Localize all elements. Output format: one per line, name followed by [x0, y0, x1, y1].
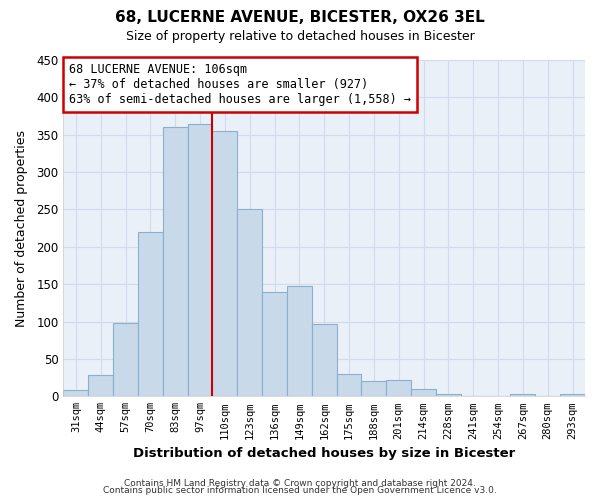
Bar [411, 389, 436, 396]
Bar [163, 128, 188, 396]
Bar [188, 124, 212, 396]
Bar [262, 292, 287, 397]
Bar [511, 394, 535, 396]
Text: 68 LUCERNE AVENUE: 106sqm
← 37% of detached houses are smaller (927)
63% of semi: 68 LUCERNE AVENUE: 106sqm ← 37% of detac… [68, 64, 410, 106]
Text: 68, LUCERNE AVENUE, BICESTER, OX26 3EL: 68, LUCERNE AVENUE, BICESTER, OX26 3EL [115, 10, 485, 25]
Text: Size of property relative to detached houses in Bicester: Size of property relative to detached ho… [125, 30, 475, 43]
Bar [88, 376, 113, 396]
Bar [312, 324, 337, 396]
Bar [436, 394, 461, 396]
Bar [212, 131, 237, 396]
Text: Contains HM Land Registry data © Crown copyright and database right 2024.: Contains HM Land Registry data © Crown c… [124, 478, 476, 488]
Bar [237, 210, 262, 396]
Bar [337, 374, 361, 396]
Bar [287, 286, 312, 397]
Bar [560, 394, 585, 396]
X-axis label: Distribution of detached houses by size in Bicester: Distribution of detached houses by size … [133, 447, 515, 460]
Y-axis label: Number of detached properties: Number of detached properties [15, 130, 28, 326]
Bar [113, 323, 138, 396]
Bar [386, 380, 411, 396]
Bar [361, 382, 386, 396]
Bar [64, 390, 88, 396]
Text: Contains public sector information licensed under the Open Government Licence v3: Contains public sector information licen… [103, 486, 497, 495]
Bar [138, 232, 163, 396]
